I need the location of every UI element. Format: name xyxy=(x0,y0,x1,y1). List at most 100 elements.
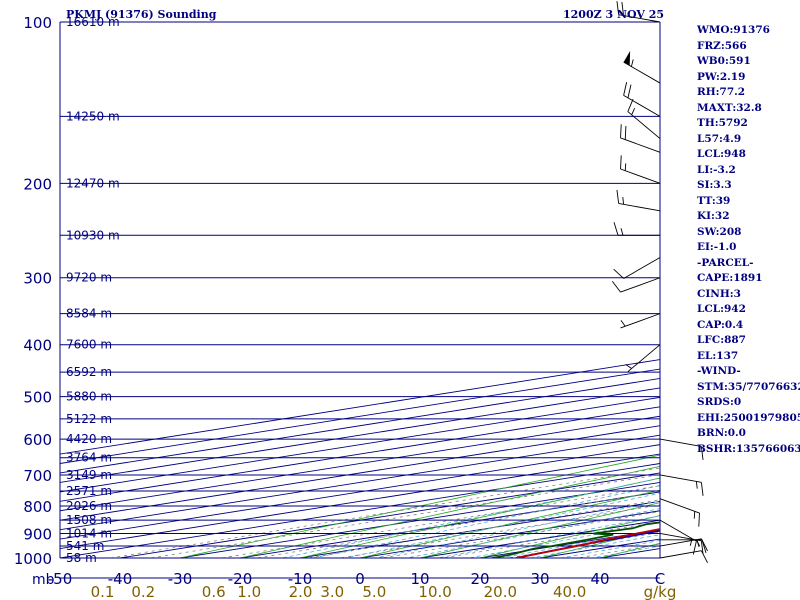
index-item: CAPE:1891 xyxy=(697,272,763,284)
dry-adiabat-line xyxy=(238,466,660,558)
wind-barb xyxy=(659,498,700,527)
isotherm-line xyxy=(60,434,660,531)
isotherm-line xyxy=(60,368,660,464)
wind-barb-flag xyxy=(620,124,622,138)
isotherm-line xyxy=(60,387,660,483)
wind-barb-half-flag xyxy=(620,320,626,327)
index-item: -WIND- xyxy=(697,365,741,377)
wind-barb-half-flag xyxy=(631,107,636,115)
mixing-ratio-tick-label: g/kg xyxy=(644,583,677,600)
index-item: -PARCEL- xyxy=(697,256,754,269)
mixing-ratio-tick-label: 0.1 xyxy=(91,583,115,600)
height-level-label: 541 m xyxy=(66,539,104,553)
isotherm-line xyxy=(60,425,660,521)
wind-barb xyxy=(620,313,661,329)
station-title: PKMJ (91376) Sounding xyxy=(66,8,217,21)
temperature-line xyxy=(515,528,660,558)
wind-barb xyxy=(659,474,704,496)
wind-barb-flag xyxy=(616,1,620,15)
wind-barb-staff xyxy=(620,137,661,153)
mixing-ratio-tick-label: 5.0 xyxy=(362,583,386,600)
mixing-ratio-tick-label: 0.2 xyxy=(131,583,155,600)
wind-barb xyxy=(616,1,661,23)
temperature-tick-label: C xyxy=(655,570,665,588)
pressure-tick-label: 300 xyxy=(23,270,52,288)
height-level-label: 6592 m xyxy=(66,365,112,379)
wind-barb xyxy=(659,538,708,552)
wind-barb-flag xyxy=(627,98,634,112)
index-item: TT:39 xyxy=(697,194,731,207)
height-level-label: 1014 m xyxy=(66,526,112,540)
mixing-ratio-tick-label: 20.0 xyxy=(484,583,517,600)
temperature-tick-label: 10 xyxy=(410,570,429,588)
isotherm-line xyxy=(60,453,660,550)
mixing-ratio-tick-label: 3.0 xyxy=(320,583,344,600)
pressure-tick-label: 200 xyxy=(23,175,52,193)
height-level-label: 7600 m xyxy=(66,338,112,352)
height-level-label: 12470 m xyxy=(66,176,120,190)
dry-adiabat-line xyxy=(178,454,660,558)
temperature-tick-label: 0 xyxy=(355,570,365,588)
wind-barb-flag xyxy=(611,280,621,293)
moist-adiabat-line xyxy=(404,508,660,558)
height-level-label: 4420 m xyxy=(66,432,112,446)
mixing-ratio-tick-label: 1.0 xyxy=(237,583,261,600)
wind-barb-flag xyxy=(621,2,625,16)
wind-barb xyxy=(627,98,661,139)
mixing-ratio-tick-label: 0.6 xyxy=(202,583,226,600)
isotherm-line xyxy=(60,415,660,512)
wind-barb-half-flag xyxy=(620,228,624,236)
index-item: CINH:3 xyxy=(697,287,741,300)
index-item: EHI:2500197980569 xyxy=(697,411,800,424)
temperature-tick-label: 20 xyxy=(470,570,489,588)
wind-barb-staff xyxy=(627,344,661,373)
sounding-profiles xyxy=(491,521,660,558)
index-item: STM:35/77076632 xyxy=(697,380,800,393)
temperature-tick-label: -30 xyxy=(168,570,193,588)
wind-barb-flag xyxy=(698,513,700,527)
moist-adiabat-line xyxy=(342,492,660,558)
wind-barb xyxy=(623,82,661,117)
wind-barb-staff xyxy=(659,474,702,483)
mixing-ratio-line xyxy=(108,467,660,558)
index-item: CAP:0.4 xyxy=(697,318,744,331)
height-level-label: 9720 m xyxy=(66,271,112,285)
wind-barb-staff xyxy=(659,438,702,447)
wind-barb-half-flag xyxy=(625,364,632,369)
pressure-tick-label: 1000 xyxy=(14,550,52,568)
pressure-tick-label: 400 xyxy=(23,337,52,355)
mixing-ratio-line xyxy=(219,485,660,558)
wind-barb-half-flag xyxy=(624,163,627,171)
index-item: LCL:948 xyxy=(697,148,746,160)
wind-barb xyxy=(659,550,708,564)
index-item: WB0:591 xyxy=(697,55,751,67)
wind-barb-flag xyxy=(700,446,704,460)
wind-barb-flag xyxy=(616,189,620,204)
wind-barb-staff xyxy=(620,313,661,329)
wind-barb xyxy=(613,257,661,279)
wind-barb-staff xyxy=(659,550,702,559)
isotherm-line xyxy=(60,396,660,493)
wind-barb-staff xyxy=(659,538,702,547)
mixing-ratio-tick-label: 10.0 xyxy=(418,583,451,600)
index-item: EI:-1.0 xyxy=(697,241,737,253)
mixing-ratio-line xyxy=(337,504,660,558)
pressure-tick-label: 600 xyxy=(23,431,52,449)
wind-barb-staff xyxy=(618,203,661,212)
moist-adiabat-line xyxy=(467,522,660,558)
mixing-ratio-line xyxy=(254,490,660,558)
isobar-lines xyxy=(59,21,661,579)
index-item: SW:208 xyxy=(697,225,742,238)
wind-barb xyxy=(611,277,661,293)
wind-barb-staff xyxy=(659,519,697,542)
moist-adiabat-line xyxy=(280,477,660,558)
isotherm-line xyxy=(60,463,660,558)
isotherm-line xyxy=(60,359,660,455)
wind-barb-flag xyxy=(613,222,619,236)
wind-barb xyxy=(620,155,661,184)
index-item: FRZ:566 xyxy=(697,39,747,52)
background-grid xyxy=(60,359,660,558)
wind-barb-staff xyxy=(623,61,661,84)
height-level-label: 8584 m xyxy=(66,307,112,321)
wind-barb-half-flag xyxy=(630,59,634,67)
